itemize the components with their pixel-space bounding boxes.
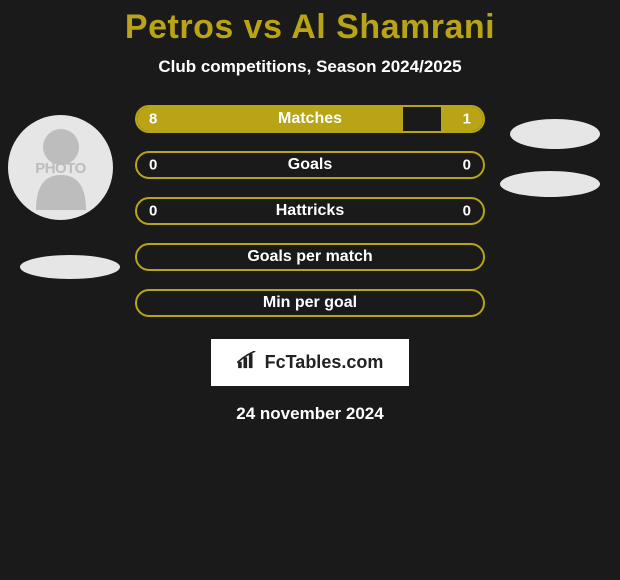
player-left-shadow <box>20 255 120 279</box>
stat-bars: 81Matches 00Goals 00Hattricks Goals per mat… <box>135 105 485 317</box>
stat-label: Goals per match <box>137 248 483 266</box>
source-logo: FcTables.com <box>211 339 410 386</box>
stat-bar: 00Hattricks <box>135 197 485 225</box>
player-right-shadow <box>500 171 600 197</box>
footer: FcTables.com 24 november 2024 <box>0 339 620 424</box>
avatar-placeholder-text: NO PHOTO YET <box>8 145 113 192</box>
page-subtitle: Club competitions, Season 2024/2025 <box>0 57 620 77</box>
page-title: Petros vs Al Shamrani <box>0 0 620 47</box>
bar-chart-icon <box>237 351 259 374</box>
player-right-avatar <box>510 119 600 149</box>
stat-label: Hattricks <box>137 202 483 220</box>
stat-label: Goals <box>137 156 483 174</box>
stat-label: Matches <box>137 110 483 128</box>
stat-bar: Goals per match <box>135 243 485 271</box>
source-logo-text: FcTables.com <box>265 352 384 373</box>
stat-label: Min per goal <box>137 294 483 312</box>
stat-bar: 00Goals <box>135 151 485 179</box>
comparison-panel: NO PHOTO YET 81Matches 00Goals 00Hattricks… <box>0 105 620 317</box>
stat-bar: Min per goal <box>135 289 485 317</box>
player-left-avatar: NO PHOTO YET <box>8 115 113 220</box>
stat-bar: 81Matches <box>135 105 485 133</box>
snapshot-date: 24 november 2024 <box>0 404 620 424</box>
